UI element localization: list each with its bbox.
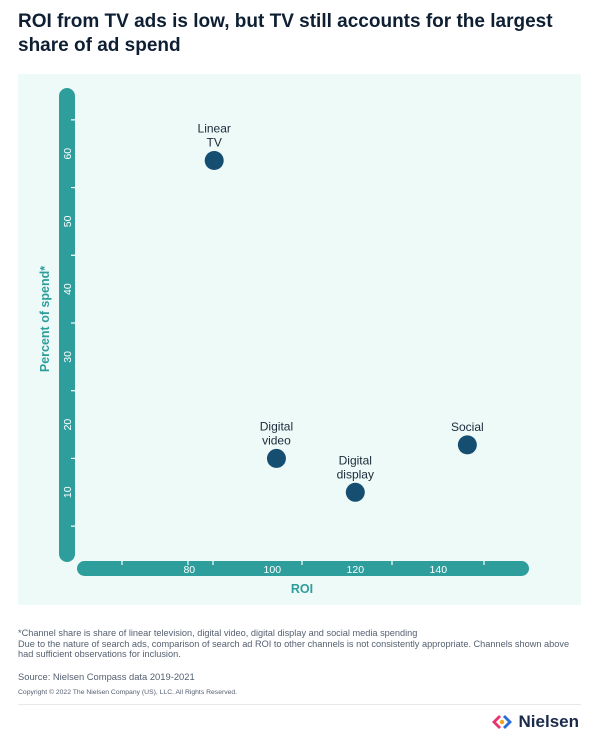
- axes: [59, 88, 529, 576]
- footnotes: *Channel share is share of linear televi…: [18, 628, 583, 660]
- chart-title: ROI from TV ads is low, but TV still acc…: [18, 11, 553, 56]
- y-tick-label: 30: [62, 351, 74, 363]
- data-point: [345, 482, 365, 502]
- data-label-line: Digital: [260, 419, 293, 433]
- x-tick-label: 80: [183, 564, 195, 576]
- data-point: [266, 448, 286, 468]
- y-axis-title: Percent of spend*: [38, 266, 52, 372]
- x-axis-bar: [77, 561, 529, 576]
- data-label-line: TV: [207, 135, 222, 149]
- x-axis-title: ROI: [291, 582, 313, 596]
- footnote-search-ads: Due to the nature of search ads, compari…: [18, 638, 570, 660]
- data-points: [204, 150, 477, 502]
- y-axis-bar: [59, 88, 75, 562]
- data-point: [204, 150, 224, 170]
- data-label: Digital display: [337, 453, 374, 481]
- y-tick-label: 40: [62, 283, 74, 295]
- x-tick-label: 120: [347, 564, 365, 576]
- data-label-line: video: [262, 433, 291, 447]
- data-label: Social: [451, 420, 484, 434]
- y-tick-label: 50: [62, 215, 74, 227]
- data-point: [457, 435, 477, 455]
- y-tick-label: 10: [62, 486, 74, 498]
- plot-area: [18, 74, 581, 605]
- source-note: Source: Nielsen Compass data 2019-2021: [18, 671, 195, 682]
- y-tick-label: 60: [62, 148, 74, 160]
- y-tick-label: 20: [62, 419, 74, 431]
- data-label-line: Digital: [339, 453, 372, 467]
- data-label-line: Linear: [198, 121, 231, 135]
- footer-divider: [18, 704, 581, 705]
- data-label: Linear TV: [198, 121, 231, 149]
- data-label-line: display: [337, 467, 374, 481]
- x-tick-label: 100: [264, 564, 282, 576]
- nielsen-brand: Nielsen: [491, 712, 579, 732]
- brand-name: Nielsen: [518, 712, 579, 731]
- data-label-line: Social: [451, 420, 484, 434]
- data-label: Digital video: [260, 419, 293, 447]
- x-tick-label: 140: [430, 564, 448, 576]
- copyright-note: Copyright © 2022 The Nielsen Company (US…: [18, 689, 238, 696]
- tick-labels: 80 100 120 140 10 20 30 40 50 60: [62, 148, 447, 576]
- footnote-channel-share: *Channel share is share of linear televi…: [18, 628, 418, 638]
- nielsen-logo-icon: [491, 715, 512, 729]
